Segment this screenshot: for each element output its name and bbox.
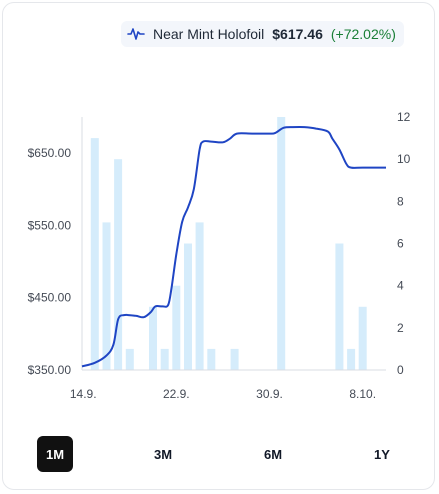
volume-bar (172, 285, 181, 370)
price-summary: Near Mint Holofoil $617.46 (+72.02%) (121, 21, 404, 47)
right-axis-ticks: 0 2 4 6 8 10 12 (397, 110, 411, 377)
price-trend-icon (127, 28, 145, 40)
range-selector: 1M 3M 6M 1Y (0, 436, 439, 472)
x-axis-tick-label: 22.9. (163, 387, 190, 401)
volume-bar (277, 117, 286, 370)
variant-label: Near Mint Holofoil (153, 26, 265, 42)
range-3m-button[interactable]: 3M (153, 446, 173, 462)
volume-bars (90, 117, 367, 371)
volume-bar (335, 243, 344, 370)
volume-bar (347, 348, 356, 370)
volume-bar (184, 243, 192, 370)
current-price: $617.46 (272, 26, 323, 42)
price-change: (+72.02%) (330, 26, 396, 42)
volume-bar (207, 348, 216, 370)
left-axis-tick-label: $650.00 (28, 146, 72, 160)
range-1y-button[interactable]: 1Y (374, 446, 390, 462)
left-axis-tick-label: $550.00 (28, 218, 72, 232)
right-axis-tick-label: 4 (397, 279, 404, 293)
right-axis-tick-label: 2 (397, 321, 404, 335)
volume-bar (149, 306, 157, 371)
price-history-card (2, 2, 435, 490)
right-axis-tick-label: 12 (397, 110, 411, 124)
volume-bar (125, 348, 134, 370)
volume-bar (102, 222, 111, 370)
x-axis-tick-label: 30.9. (256, 387, 283, 401)
price-line (81, 125, 386, 368)
volume-bar (160, 348, 169, 370)
x-axis-ticks: 14.9. 22.9. 30.9. 8.10. (70, 387, 376, 401)
right-axis-tick-label: 6 (397, 237, 404, 251)
volume-bar (195, 222, 204, 370)
range-1m-button[interactable]: 1M (37, 436, 73, 472)
left-axis-tick-label: $350.00 (28, 363, 72, 377)
x-axis-tick-label: 8.10. (349, 387, 376, 401)
range-6m-button[interactable]: 6M (263, 446, 283, 462)
right-axis-tick-label: 8 (397, 194, 404, 208)
price-chart: $350.00 $450.00 $550.00 $650.00 0 2 4 6 8 10 12 1… (28, 110, 411, 401)
right-axis-tick-label: 10 (397, 152, 411, 166)
volume-bar (358, 306, 367, 371)
volume-bar (90, 138, 99, 370)
left-axis-tick-label: $450.00 (28, 291, 72, 305)
left-axis-ticks: $350.00 $450.00 $550.00 $650.00 (28, 146, 72, 377)
x-axis-tick-label: 14.9. (70, 387, 97, 401)
volume-bar (114, 159, 123, 370)
volume-bar (230, 348, 239, 370)
right-axis-tick-label: 0 (397, 363, 404, 377)
